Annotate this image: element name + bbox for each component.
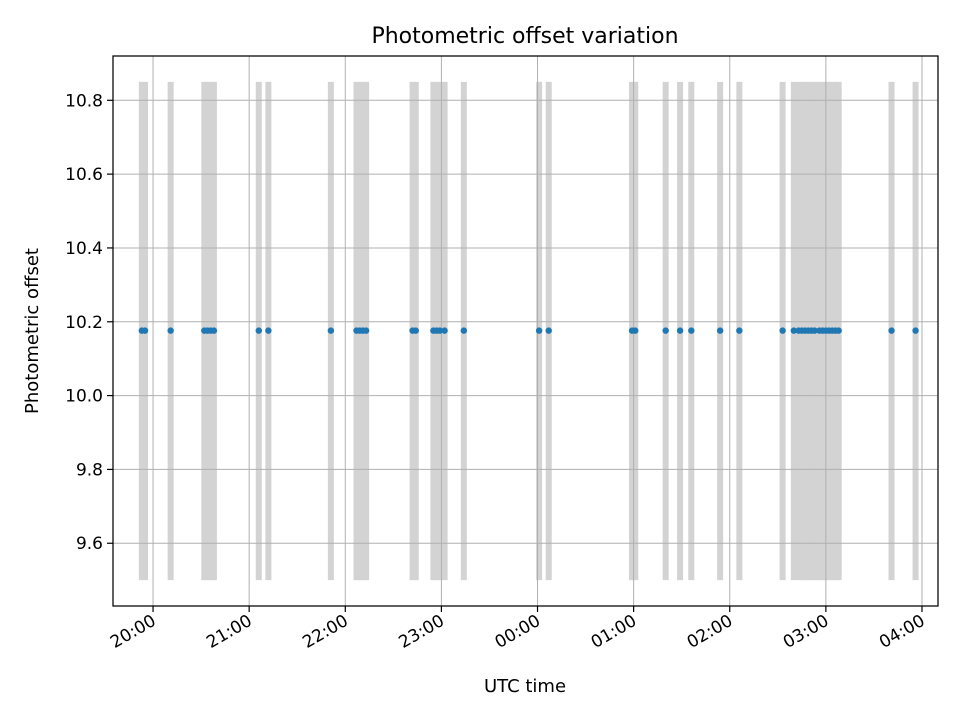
y-tick-label: 10.4 (65, 239, 103, 259)
data-point (167, 327, 174, 334)
data-point (545, 327, 552, 334)
data-point (327, 327, 335, 334)
y-tick-label: 9.8 (76, 460, 103, 480)
data-point (716, 327, 724, 334)
data-point (688, 327, 695, 334)
data-point (662, 327, 669, 334)
y-tick-label: 10.0 (65, 387, 103, 407)
data-point (912, 327, 919, 334)
y-tick-label: 10.2 (65, 313, 103, 333)
data-point (210, 327, 218, 334)
data-point (362, 327, 370, 334)
data-point (441, 327, 448, 334)
data-point (265, 327, 272, 334)
y-tick-label: 9.6 (76, 534, 103, 554)
data-point (779, 327, 786, 334)
chart-title: Photometric offset variation (371, 24, 678, 49)
data-point (790, 327, 798, 334)
y-tick-label: 10.8 (65, 91, 103, 111)
data-point (436, 327, 443, 334)
data-point (736, 327, 743, 334)
y-tick-label: 10.6 (65, 165, 103, 185)
data-point (255, 327, 262, 334)
grid-lines (113, 56, 938, 606)
data-point (412, 327, 419, 334)
y-axis-ticks: 9.6 9.8 10.0 10.2 10.4 10.6 10.8 (65, 91, 113, 554)
y-axis-label: Photometric offset (22, 248, 43, 414)
data-point (811, 327, 818, 334)
plot-frame (112, 55, 939, 607)
data-points (138, 327, 919, 334)
data-point (632, 327, 639, 334)
data-point (835, 327, 842, 334)
data-point (676, 327, 684, 334)
data-point (888, 327, 895, 334)
data-point (460, 327, 468, 334)
data-point (535, 327, 543, 334)
data-point (141, 327, 149, 334)
x-axis-label: UTC time (484, 676, 566, 697)
